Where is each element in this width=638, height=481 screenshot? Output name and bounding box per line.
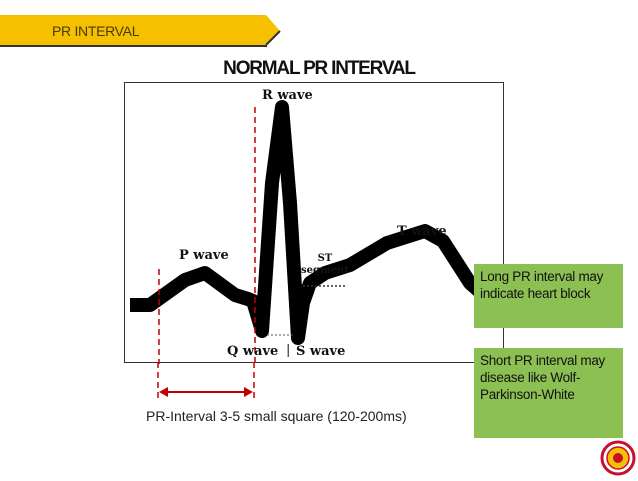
t-wave-label: T wave [397,224,447,239]
s-wave-label: S wave [296,344,346,359]
page-title: NORMAL PR INTERVAL [223,58,416,79]
banner-shape [0,15,281,47]
st-label-line1: ST [317,253,333,264]
emblem-icon [600,440,636,476]
short-pr-note: Short PR interval may disease like Wolf-… [474,348,623,438]
p-wave-label: P wave [179,248,229,263]
q-wave-label: Q wave [227,344,279,359]
ecg-trace [130,100,500,345]
long-pr-note: Long PR interval may indicate heart bloc… [474,264,623,328]
r-wave-label: R wave [262,88,313,103]
pr-interval-caption: PR-Interval 3-5 small square (120-200ms) [146,408,407,424]
section-banner: PR INTERVAL [0,15,282,47]
ecg-trace-svg [130,100,500,364]
ecg-diagram: R wave P wave T wave ST segment Q wave |… [124,82,504,364]
pr-interval-arrow [157,362,255,398]
banner-title: PR INTERVAL [52,23,140,39]
wave-separator: | [286,343,291,358]
st-segment-label: ST segment [301,253,349,277]
st-label-line2: segment [301,265,349,276]
